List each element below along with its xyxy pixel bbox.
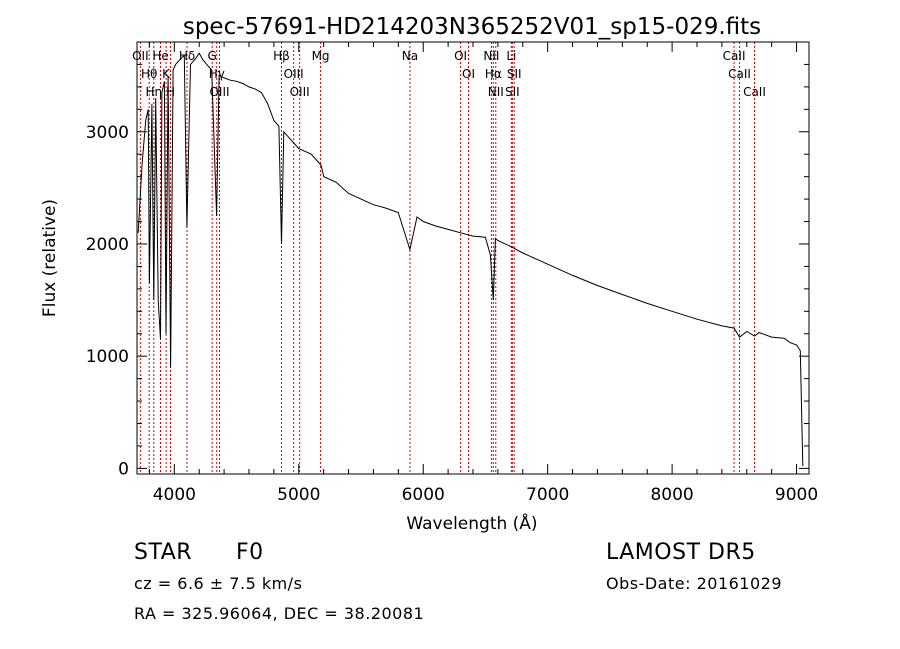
x-tick-label: 4000 bbox=[153, 485, 196, 505]
redshift-value: cz = 6.6 ± 7.5 km/s bbox=[134, 574, 303, 593]
spectral-line-markers bbox=[139, 42, 755, 474]
x-tick-label: 8000 bbox=[650, 485, 693, 505]
spectral-line-label: Hα bbox=[485, 67, 502, 81]
spectral-line-label: OIII bbox=[290, 85, 310, 99]
y-tick-label: 2000 bbox=[86, 235, 129, 255]
coordinates: RA = 325.96064, DEC = 38.20081 bbox=[134, 604, 425, 623]
spectral-line-label: He bbox=[152, 49, 168, 63]
spectral-line-label: G bbox=[208, 49, 217, 63]
spectral-line-label: Na bbox=[402, 49, 418, 63]
survey-name: LAMOST DR5 bbox=[606, 540, 756, 565]
spectral-line-label: H bbox=[166, 85, 175, 99]
x-axis-label: Wavelength (Å) bbox=[406, 512, 537, 534]
spectral-line-label: SII bbox=[507, 67, 522, 81]
spectral-line-label: Hδ bbox=[179, 49, 195, 63]
spectral-line-label: Hθ bbox=[141, 67, 157, 81]
x-tick-label: 9000 bbox=[775, 485, 818, 505]
spectral-line-labels: OII Hθ Hη He KH Hδ G Hγ OIII Hβ OIII OIII Mg Na OI OI NI… bbox=[132, 49, 766, 99]
spectral-line-label: Mg bbox=[312, 49, 330, 63]
object-subclass: F0 bbox=[236, 540, 264, 565]
spectral-line-label: CaII bbox=[723, 49, 746, 63]
y-tick-label: 3000 bbox=[86, 123, 129, 143]
x-tick-label: 5000 bbox=[277, 485, 320, 505]
spectral-line-label: OIII bbox=[209, 85, 229, 99]
x-tick-label: 6000 bbox=[402, 485, 445, 505]
spectral-line-label: OI bbox=[454, 49, 467, 63]
spectral-line-label: NII bbox=[483, 49, 499, 63]
spectral-line-label: SII bbox=[505, 85, 520, 99]
y-axis-label: Flux (relative) bbox=[40, 199, 60, 317]
spectral-line-label: OIII bbox=[284, 67, 304, 81]
spectral-line-label: Hβ bbox=[273, 49, 290, 63]
spectral-line-label: OII bbox=[132, 49, 149, 63]
plot-frame bbox=[136, 41, 810, 475]
spectral-line-label: Hγ bbox=[209, 67, 225, 81]
y-tick-label: 0 bbox=[118, 459, 129, 479]
spectral-line-label: CaII bbox=[743, 85, 766, 99]
y-tick-label: 1000 bbox=[86, 347, 129, 367]
x-axis-ticks: 4000 5000 6000 7000 8000 9000 bbox=[148, 42, 818, 505]
x-tick-label: 7000 bbox=[526, 485, 569, 505]
spectral-line-label: CaII bbox=[728, 67, 751, 81]
y-axis-ticks: 0 1000 2000 3000 bbox=[86, 63, 809, 479]
spectral-line-label: Hη bbox=[145, 85, 162, 99]
spectral-line-label: NII bbox=[488, 85, 504, 99]
spectral-line-label: OI bbox=[462, 67, 475, 81]
spectral-line-label: Li bbox=[506, 49, 516, 63]
spectrum-line bbox=[137, 52, 804, 467]
observation-date: Obs-Date: 20161029 bbox=[606, 574, 783, 593]
object-class: STAR bbox=[134, 540, 193, 565]
spectral-line-label: K bbox=[162, 67, 171, 81]
chart-title: spec-57691-HD214203N365252V01_sp15-029.f… bbox=[183, 14, 761, 40]
